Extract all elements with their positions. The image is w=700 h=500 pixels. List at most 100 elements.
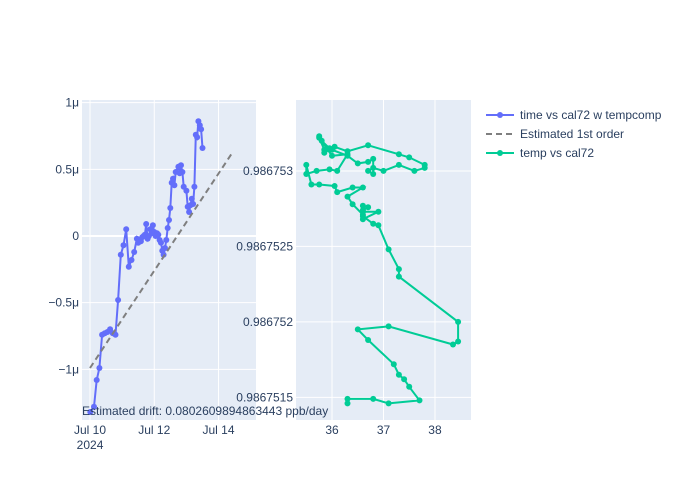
temp-vs-cal72-point: [365, 158, 372, 165]
temp-vs-cal72-point: [344, 193, 351, 200]
time-vs-cal72-w-tempcomp-point: [191, 183, 198, 190]
time-vs-cal72-w-tempcomp-point: [93, 377, 100, 383]
time-vs-cal72-w-tempcomp-point: [128, 257, 135, 263]
temp-vs-cal72-point: [370, 171, 377, 177]
time-vs-cal72-w-tempcomp-point: [166, 217, 172, 223]
temp-vs-cal72-point: [316, 134, 323, 141]
p2-y-tick-label: 0.986753: [243, 164, 293, 178]
legend-marker-time-vs-cal72-w-tempcomp: [497, 112, 503, 118]
time-vs-cal72-w-tempcomp-point: [163, 237, 170, 243]
temp-vs-cal72-point: [329, 146, 335, 153]
time-vs-cal72-w-tempcomp-point: [125, 263, 132, 270]
legend: time vs cal72 w tempcomp Estimated 1st or…: [486, 108, 662, 160]
time-vs-cal72-w-tempcomp-point: [179, 169, 186, 175]
temp-vs-cal72-point: [365, 337, 372, 343]
temp-vs-cal72-point: [349, 184, 356, 191]
temp-vs-cal72-point: [395, 371, 402, 378]
temp-vs-cal72-point: [308, 181, 315, 188]
temp-vs-cal72-point: [385, 400, 392, 407]
legend-item-temp-vs-cal72[interactable]: temp vs cal72: [520, 146, 594, 160]
time-vs-cal72-w-tempcomp-point: [190, 201, 197, 207]
time-vs-cal72-w-tempcomp-point: [143, 221, 150, 227]
temp-vs-cal72-point: [406, 154, 413, 161]
p2-x-tick-label: 37: [377, 423, 391, 437]
temp-vs-cal72-point: [354, 160, 361, 167]
p2-y-tick-label: 0.9867515: [236, 390, 293, 404]
p2-x-tick-label: 36: [325, 423, 339, 437]
temp-vs-cal72-point: [354, 326, 361, 333]
temp-vs-cal72-point: [401, 376, 408, 383]
temp-vs-cal72-point: [329, 152, 335, 159]
time-vs-cal72-w-tempcomp-point: [96, 365, 103, 371]
time-vs-cal72-w-tempcomp-point: [131, 249, 138, 255]
temp-vs-cal72-point: [365, 204, 372, 211]
legend-marker-temp-vs-cal72: [497, 150, 503, 156]
temp-vs-cal72-point: [303, 171, 310, 177]
p2-y-tick-label: 0.986752: [243, 315, 293, 329]
legend-item-time-vs-cal72-w-tempcomp[interactable]: time vs cal72 w tempcomp: [520, 108, 662, 122]
temp-vs-cal72-point: [370, 395, 377, 402]
time-vs-cal72-w-tempcomp-point: [155, 231, 162, 238]
temp-vs-cal72-point: [421, 164, 428, 171]
temp-vs-cal72-point: [349, 201, 356, 208]
time-vs-cal72-w-tempcomp-point: [194, 134, 201, 141]
time-vs-cal72-w-tempcomp-point: [164, 225, 171, 231]
temp-vs-cal72-point: [334, 167, 341, 174]
time-vs-cal72-w-tempcomp-point: [160, 251, 167, 258]
drift-annotation: Estimated drift: 0.0802609894863443 ppb/…: [82, 404, 328, 418]
p1-y-tick-label: −1μ: [58, 362, 79, 376]
p2-y-tick-label: 0.9867525: [236, 239, 293, 253]
time-vs-cal72-w-tempcomp-point: [171, 182, 178, 189]
legend-item-estimated-1st-order[interactable]: Estimated 1st order: [520, 127, 624, 141]
temp-vs-cal72-point: [395, 266, 402, 273]
temp-vs-cal72-point: [359, 213, 366, 220]
time-vs-cal72-w-tempcomp-point: [186, 209, 193, 215]
temp-vs-cal72-point: [313, 167, 320, 174]
time-vs-cal72-w-tempcomp-point: [167, 205, 174, 211]
temp-vs-cal72-point: [365, 142, 372, 149]
temperature-panel: 36 37 38 0.986753 0.9867525 0.986752 0.9867515: [236, 100, 471, 437]
p1-x-tick-label: Jul 14: [203, 423, 235, 437]
time-vs-cal72-w-tempcomp-point: [178, 162, 184, 169]
temp-vs-cal72-point: [359, 208, 366, 215]
temp-vs-cal72-point: [395, 161, 402, 168]
temp-vs-cal72-point: [321, 146, 328, 153]
temp-vs-cal72-point: [395, 151, 402, 158]
temp-vs-cal72-point: [316, 181, 323, 188]
temp-vs-cal72-point: [385, 323, 392, 330]
temp-vs-cal72-point: [395, 273, 402, 280]
temp-vs-cal72-point: [365, 167, 372, 174]
temp-vs-cal72-point: [375, 222, 382, 229]
temp-vs-cal72-point: [416, 397, 423, 404]
temp-vs-cal72-point: [450, 341, 456, 348]
temp-vs-cal72-point: [370, 220, 377, 227]
temp-vs-cal72-point: [375, 208, 382, 215]
temp-vs-cal72-point: [390, 361, 397, 368]
time-vs-cal72-w-tempcomp-point: [117, 251, 124, 258]
time-vs-cal72-w-tempcomp-point: [87, 409, 94, 415]
time-vs-cal72-w-tempcomp-point: [199, 145, 206, 151]
temp-vs-cal72-point: [411, 167, 418, 174]
temp-vs-cal72-point: [331, 183, 338, 189]
p1-x-tick-label: Jul 12: [138, 423, 170, 437]
temp-vs-cal72-point: [370, 164, 377, 171]
p1-y-tick-label: 0.5μ: [55, 162, 79, 176]
time-vs-cal72-w-tempcomp-point: [91, 403, 97, 410]
p1-plot-area: [82, 100, 256, 420]
temp-vs-cal72-point: [326, 166, 333, 173]
temp-vs-cal72-point: [334, 189, 341, 196]
p1-y-tick-label: 1μ: [65, 96, 79, 110]
estimated-1st-order-line: [89, 152, 233, 369]
temp-vs-cal72-point: [455, 338, 462, 345]
time-vs-cal72-w-tempcomp-point: [183, 187, 190, 194]
p1-x-tick-label: Jul 10: [74, 423, 106, 437]
time-vs-cal72-w-tempcomp-point: [188, 195, 195, 202]
temp-vs-cal72-point: [303, 161, 310, 168]
temp-vs-cal72-point: [380, 167, 387, 174]
temp-vs-cal72-point: [385, 246, 392, 253]
temp-vs-cal72-point: [406, 383, 413, 390]
time-vs-cal72-w-tempcomp-point: [123, 226, 130, 233]
p1-x-tick-sublabel: 2024: [77, 438, 104, 452]
temp-vs-cal72-point: [455, 318, 462, 325]
